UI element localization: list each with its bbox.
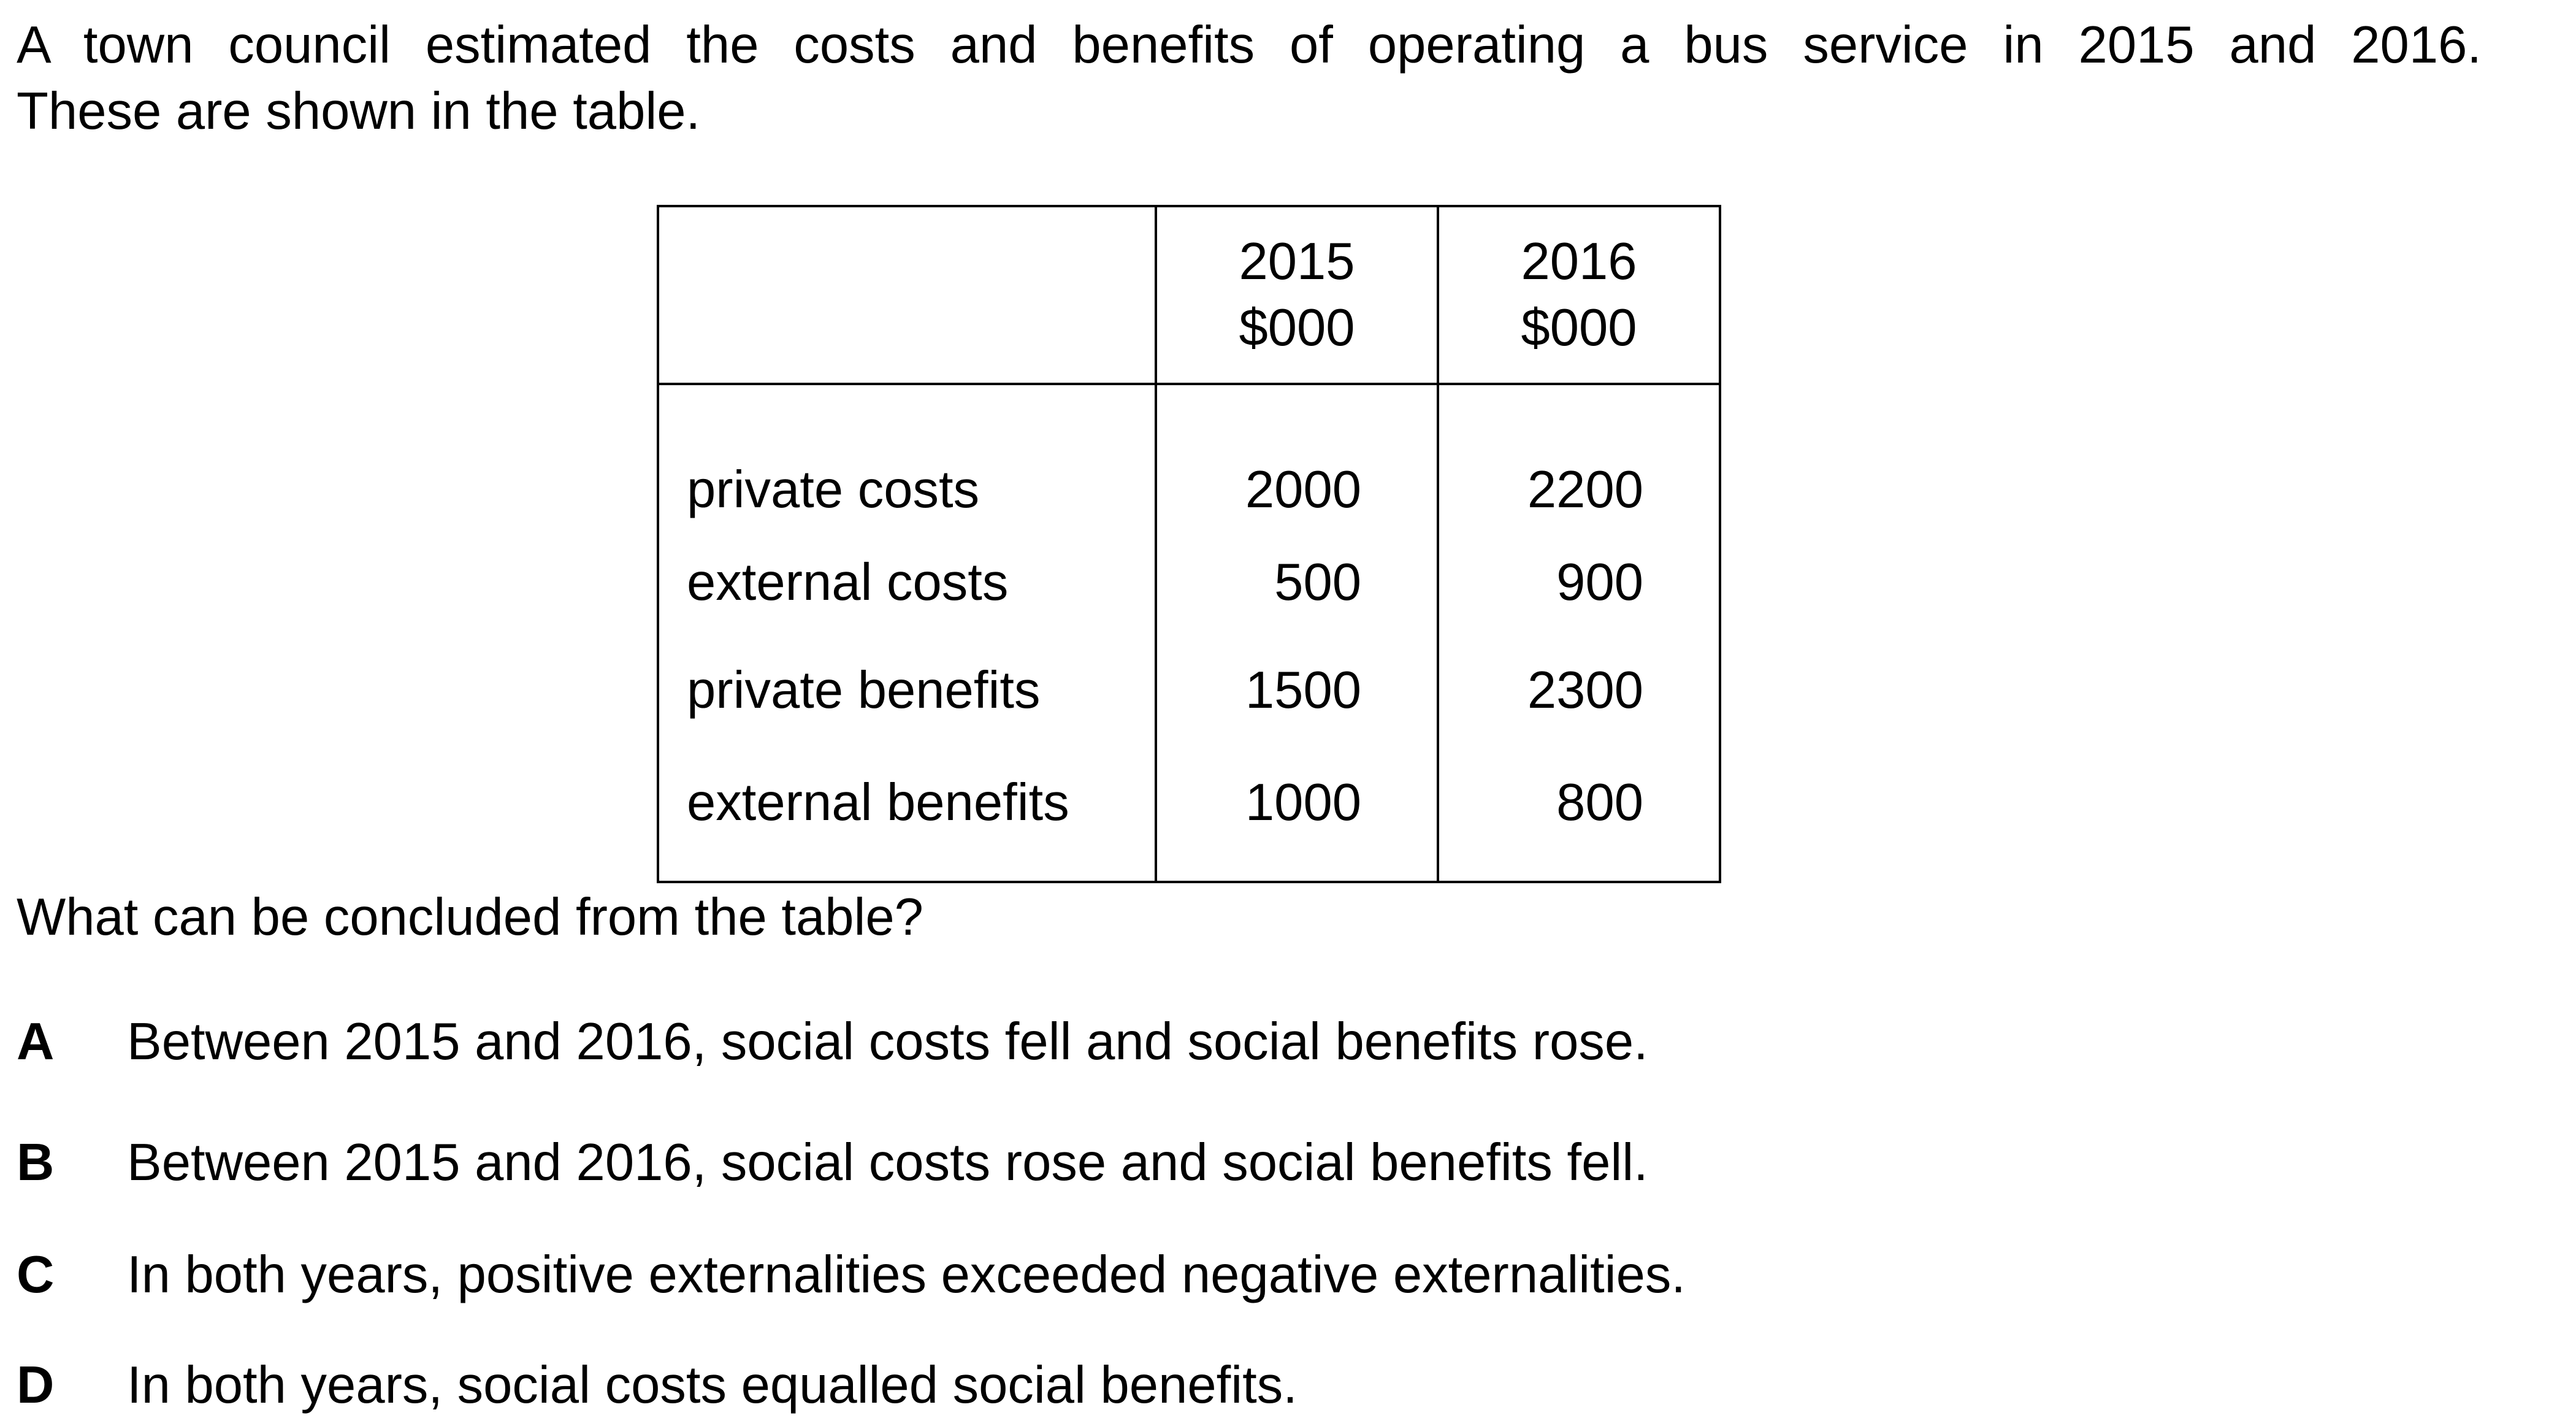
- table-header-row: 2015 $000 2016 $000: [657, 205, 1721, 385]
- header-2016: 2016 $000: [1437, 205, 1721, 385]
- table-row: external benefits 1000 800: [657, 745, 1721, 883]
- option-letter: B: [17, 1133, 55, 1192]
- row-label: private costs: [657, 384, 1157, 529]
- option-letter: D: [17, 1356, 55, 1414]
- row-label-text: private costs: [687, 461, 980, 519]
- row-label-text: private benefits: [687, 661, 1041, 719]
- intro-line-2: These are shown in the table.: [17, 82, 701, 140]
- option-text: Between 2015 and 2016, social costs rose…: [127, 1133, 1648, 1192]
- intro-paragraph: A town council estimated the costs and b…: [17, 12, 2482, 145]
- header-2015: 2015 $000: [1155, 205, 1439, 385]
- row-label: external costs: [657, 529, 1157, 637]
- cell-2015: 1500: [1155, 637, 1439, 745]
- header-2016-unit: $000: [1521, 299, 1637, 357]
- cell-2015-value: 500: [1274, 553, 1361, 611]
- cell-2015: 500: [1155, 529, 1439, 637]
- table-row: private benefits 1500 2300: [657, 637, 1721, 745]
- row-label-text: external costs: [687, 553, 1009, 611]
- option-letter: A: [17, 1013, 55, 1071]
- question-text: What can be concluded from the table?: [17, 888, 923, 946]
- row-label-text: external benefits: [687, 773, 1069, 832]
- cell-2016: 900: [1437, 529, 1721, 637]
- intro-line-1: A town council estimated the costs and b…: [17, 16, 2482, 74]
- cell-2016-value: 2200: [1527, 461, 1643, 519]
- option-letter: C: [17, 1246, 55, 1304]
- cell-2015: 2000: [1155, 384, 1439, 529]
- header-blank-cell: [657, 205, 1157, 385]
- cell-2016: 2300: [1437, 637, 1721, 745]
- header-2015-unit: $000: [1239, 299, 1355, 357]
- option-text: In both years, positive externalities ex…: [127, 1246, 1686, 1304]
- cell-2016: 2200: [1437, 384, 1721, 529]
- table-row: private costs 2000 2200: [657, 384, 1721, 529]
- header-2015-year: 2015: [1239, 232, 1355, 291]
- cell-2016-value: 900: [1556, 553, 1643, 611]
- cell-2015-value: 1500: [1245, 661, 1361, 719]
- table-row: external costs 500 900: [657, 529, 1721, 637]
- option-text: Between 2015 and 2016, social costs fell…: [127, 1013, 1648, 1071]
- cell-2016-value: 800: [1556, 773, 1643, 832]
- cell-2016: 800: [1437, 745, 1721, 883]
- cell-2015-value: 1000: [1245, 773, 1361, 832]
- cost-benefit-table: 2015 $000 2016 $000 private costs 2000 2…: [657, 205, 1721, 883]
- option-text: In both years, social costs equalled soc…: [127, 1356, 1298, 1414]
- cell-2016-value: 2300: [1527, 661, 1643, 719]
- cell-2015-value: 2000: [1245, 461, 1361, 519]
- row-label: private benefits: [657, 637, 1157, 745]
- header-2016-year: 2016: [1521, 232, 1637, 291]
- cell-2015: 1000: [1155, 745, 1439, 883]
- row-label: external benefits: [657, 745, 1157, 883]
